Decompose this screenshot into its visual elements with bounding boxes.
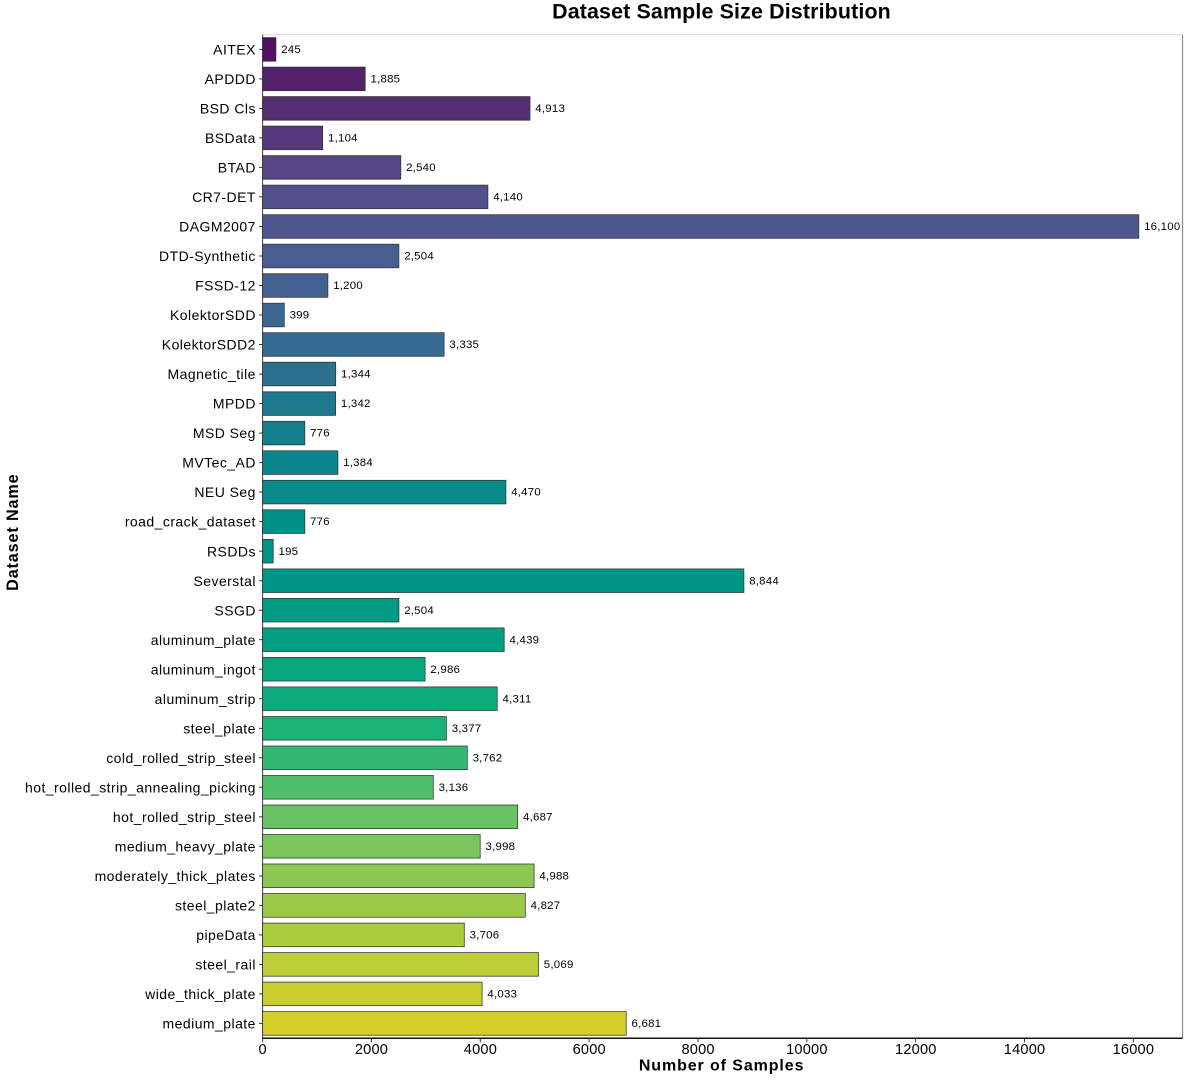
svg-text:3,998: 3,998 <box>486 841 516 853</box>
svg-text:245: 245 <box>281 44 301 56</box>
svg-text:776: 776 <box>310 516 330 528</box>
svg-text:aluminum_ingot: aluminum_ingot <box>151 661 256 677</box>
svg-text:10000: 10000 <box>786 1042 828 1058</box>
svg-text:1,104: 1,104 <box>328 133 358 145</box>
svg-text:CR7-DET: CR7-DET <box>192 189 256 205</box>
svg-text:BSData: BSData <box>205 130 256 146</box>
svg-text:4,988: 4,988 <box>539 871 569 883</box>
svg-text:DTD-Synthetic: DTD-Synthetic <box>159 248 256 264</box>
svg-text:Magnetic_tile: Magnetic_tile <box>168 366 256 382</box>
svg-text:hot_rolled_strip_annealing_pic: hot_rolled_strip_annealing_picking <box>25 779 256 795</box>
svg-text:2000: 2000 <box>355 1042 388 1058</box>
svg-text:16000: 16000 <box>1113 1042 1155 1058</box>
svg-text:BSD Cls: BSD Cls <box>200 101 256 117</box>
svg-text:NEU Seg: NEU Seg <box>194 484 256 500</box>
svg-text:aluminum_plate: aluminum_plate <box>151 632 256 648</box>
svg-text:5,069: 5,069 <box>544 959 574 971</box>
svg-text:FSSD-12: FSSD-12 <box>195 278 256 294</box>
svg-text:2,540: 2,540 <box>406 162 436 174</box>
svg-text:2,504: 2,504 <box>404 605 434 617</box>
svg-text:4,439: 4,439 <box>510 634 540 646</box>
svg-text:8,844: 8,844 <box>749 575 779 587</box>
svg-text:4,140: 4,140 <box>493 192 523 204</box>
svg-text:4,913: 4,913 <box>535 103 565 115</box>
svg-text:aluminum_strip: aluminum_strip <box>155 691 256 707</box>
svg-text:16,100: 16,100 <box>1144 221 1180 233</box>
svg-text:AITEX: AITEX <box>213 42 256 58</box>
svg-text:4,470: 4,470 <box>511 487 541 499</box>
svg-text:776: 776 <box>310 428 330 440</box>
svg-text:3,136: 3,136 <box>439 782 469 794</box>
svg-text:8000: 8000 <box>681 1042 714 1058</box>
svg-text:2,504: 2,504 <box>404 251 434 263</box>
svg-text:3,762: 3,762 <box>473 752 503 764</box>
svg-text:195: 195 <box>279 546 299 558</box>
svg-text:3,706: 3,706 <box>470 930 500 942</box>
svg-text:4,827: 4,827 <box>531 900 561 912</box>
svg-text:1,342: 1,342 <box>341 398 371 410</box>
svg-text:Dataset Sample Size Distributi: Dataset Sample Size Distribution <box>552 0 891 24</box>
svg-text:1,344: 1,344 <box>341 369 371 381</box>
svg-text:4,687: 4,687 <box>523 811 553 823</box>
svg-text:MVTec_AD: MVTec_AD <box>182 455 256 471</box>
svg-text:4000: 4000 <box>464 1042 497 1058</box>
svg-text:medium_heavy_plate: medium_heavy_plate <box>115 838 256 854</box>
svg-text:1,885: 1,885 <box>371 74 401 86</box>
svg-text:4,033: 4,033 <box>487 989 517 1001</box>
svg-text:KolektorSDD: KolektorSDD <box>170 307 256 323</box>
svg-text:moderately_thick_plates: moderately_thick_plates <box>95 868 256 884</box>
svg-text:399: 399 <box>290 310 310 322</box>
svg-text:Dataset Name: Dataset Name <box>4 474 22 591</box>
svg-text:road_crack_dataset: road_crack_dataset <box>125 514 256 530</box>
svg-text:6,681: 6,681 <box>632 1018 662 1030</box>
svg-text:MPDD: MPDD <box>213 396 256 412</box>
svg-text:3,377: 3,377 <box>452 723 482 735</box>
svg-text:2,986: 2,986 <box>430 664 460 676</box>
svg-text:BTAD: BTAD <box>218 160 256 176</box>
svg-text:1,200: 1,200 <box>333 280 363 292</box>
svg-text:MSD Seg: MSD Seg <box>193 425 256 441</box>
svg-text:1,384: 1,384 <box>343 457 373 469</box>
svg-text:Number of Samples: Number of Samples <box>639 1057 805 1074</box>
svg-text:12000: 12000 <box>895 1042 937 1058</box>
svg-text:6000: 6000 <box>573 1042 606 1058</box>
svg-text:3,335: 3,335 <box>449 339 479 351</box>
svg-text:APDDD: APDDD <box>205 71 256 87</box>
svg-text:DAGM2007: DAGM2007 <box>179 219 256 235</box>
svg-text:steel_plate2: steel_plate2 <box>175 898 256 914</box>
svg-text:steel_plate: steel_plate <box>183 720 256 736</box>
svg-text:14000: 14000 <box>1004 1042 1046 1058</box>
svg-text:Severstal: Severstal <box>193 573 255 589</box>
svg-text:KolektorSDD2: KolektorSDD2 <box>162 337 256 353</box>
svg-text:steel_rail: steel_rail <box>195 957 256 973</box>
svg-text:hot_rolled_strip_steel: hot_rolled_strip_steel <box>113 809 256 825</box>
svg-text:pipeData: pipeData <box>196 927 256 943</box>
svg-text:0: 0 <box>259 1042 267 1058</box>
svg-text:wide_thick_plate: wide_thick_plate <box>144 986 256 1002</box>
svg-text:SSGD: SSGD <box>214 602 255 618</box>
svg-text:4,311: 4,311 <box>503 693 532 705</box>
svg-text:cold_rolled_strip_steel: cold_rolled_strip_steel <box>106 750 256 766</box>
svg-text:RSDDs: RSDDs <box>207 543 256 559</box>
svg-text:medium_plate: medium_plate <box>163 1016 256 1032</box>
